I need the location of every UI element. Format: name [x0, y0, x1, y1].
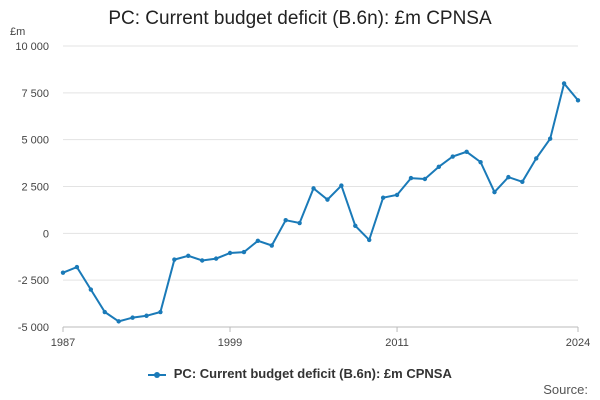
source-label: Source: — [543, 382, 588, 397]
data-point-2000[interactable] — [241, 249, 247, 255]
data-point-2022[interactable] — [547, 136, 553, 141]
data-point-2016[interactable] — [464, 149, 469, 155]
x-tick-label: 1987 — [51, 337, 75, 349]
data-point-1997[interactable] — [199, 258, 205, 263]
y-tick-label: 0 — [43, 228, 49, 240]
data-point-1999[interactable] — [227, 250, 233, 256]
y-tick-label: 2 500 — [21, 182, 49, 194]
y-axis-unit-label: £m — [10, 26, 26, 38]
data-point-2002[interactable] — [269, 243, 274, 248]
data-point-2012[interactable] — [408, 175, 414, 181]
data-point-2021[interactable] — [534, 156, 539, 161]
y-tick-label: -2 500 — [18, 275, 49, 287]
series-line — [62, 81, 579, 323]
data-point-1995[interactable] — [172, 257, 177, 262]
legend[interactable]: PC: Current budget deficit (B.6n): £m CP… — [0, 366, 600, 381]
data-point-2006[interactable] — [325, 197, 330, 202]
data-point-2020[interactable] — [520, 179, 525, 185]
legend-line-marker-icon — [148, 371, 167, 378]
data-point-1987[interactable] — [60, 270, 66, 275]
data-point-2018[interactable] — [492, 189, 497, 195]
data-point-1993[interactable] — [144, 313, 149, 318]
data-point-2007[interactable] — [339, 183, 344, 188]
data-point-2011[interactable] — [394, 192, 400, 198]
y-tick-label: -5 000 — [18, 322, 49, 334]
series-points — [60, 81, 581, 324]
data-point-1992[interactable] — [130, 315, 135, 320]
y-axis-ticks: 10 000 7 500 5 000 2 500 0 -2 500 -5 000 — [15, 41, 49, 334]
y-tick-label: 7 500 — [21, 88, 49, 100]
data-point-2024[interactable] — [575, 98, 581, 103]
data-point-2015[interactable] — [450, 154, 455, 159]
data-point-2004[interactable] — [297, 220, 302, 226]
x-tick-label: 2011 — [385, 337, 409, 349]
data-point-2003[interactable] — [283, 218, 288, 223]
data-point-2009[interactable] — [367, 237, 372, 243]
data-point-1996[interactable] — [186, 253, 191, 259]
x-tick-label: 2024 — [566, 337, 590, 349]
y-tick-label: 5 000 — [21, 135, 49, 147]
data-point-1998[interactable] — [213, 256, 219, 261]
data-point-1988[interactable] — [74, 264, 80, 270]
data-point-2001[interactable] — [255, 238, 261, 244]
data-point-2014[interactable] — [436, 164, 442, 170]
x-tick-label: 1999 — [218, 337, 242, 349]
data-point-2013[interactable] — [422, 176, 428, 182]
data-point-1994[interactable] — [158, 309, 163, 315]
legend-label: PC: Current budget deficit (B.6n): £m CP… — [173, 366, 452, 381]
data-point-2023[interactable] — [561, 81, 567, 86]
data-point-1991[interactable] — [116, 319, 121, 324]
data-point-2005[interactable] — [311, 186, 316, 191]
data-point-2017[interactable] — [478, 159, 483, 165]
x-axis: 1987 1999 2011 2024 — [51, 326, 590, 349]
data-point-2019[interactable] — [506, 174, 511, 180]
data-point-1989[interactable] — [88, 287, 94, 292]
chart-title: PC: Current budget deficit (B.6n): £m CP… — [108, 8, 492, 29]
data-point-1990[interactable] — [102, 309, 107, 315]
data-point-2008[interactable] — [353, 223, 358, 229]
y-tick-label: 10 000 — [15, 41, 49, 53]
data-point-2010[interactable] — [380, 195, 386, 200]
